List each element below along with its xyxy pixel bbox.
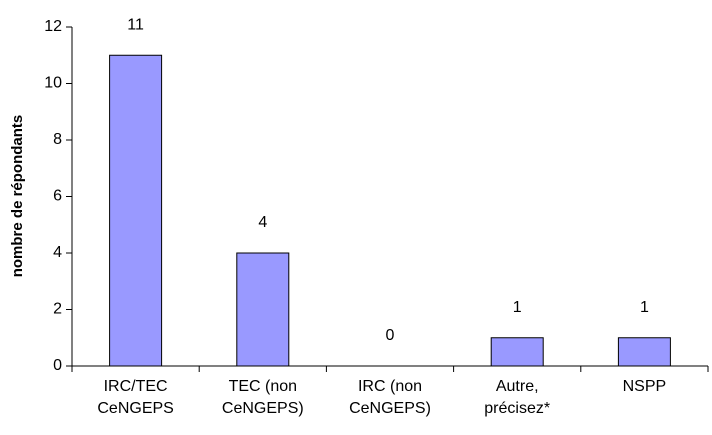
y-tick-label: 6 [53,188,62,205]
x-tick-label-line: Autre, [496,378,539,395]
y-tick-label: 2 [53,301,62,318]
x-tick-label-line: CeNGEPS) [222,400,304,417]
y-tick-label: 12 [44,18,62,35]
data-label: 1 [513,299,522,316]
x-tick-label-line: CeNGEPS [97,400,173,417]
bar [617,337,671,367]
y-axis-label: nombre de répondants [9,115,26,278]
bar [490,337,544,367]
x-tick-label-line: TEC (non [229,378,297,395]
y-tick-label: 10 [44,75,62,92]
x-tick-label-line: CeNGEPS) [349,400,431,417]
x-tick-label-line: NSPP [623,378,667,395]
x-tick-label: NSPP [623,378,667,395]
x-tick-label: Autre, précisez* [484,378,550,417]
x-tick-label: TEC (non CeNGEPS) [222,378,304,417]
data-label: 4 [258,214,267,231]
x-tick-label-line: précisez* [484,400,550,417]
x-tick-label: IRC (non CeNGEPS) [349,378,431,417]
x-tick-label: IRC/TEC CeNGEPS [97,378,173,417]
x-tick-label-line: IRC/TEC [104,378,168,395]
bar [109,54,163,367]
bar [236,252,290,367]
data-label: 1 [640,299,649,316]
data-label: 0 [386,327,395,344]
y-tick-label: 0 [53,357,62,374]
y-tick-label: 8 [53,131,62,148]
data-label: 11 [127,16,144,33]
y-tick-label: 4 [53,244,62,261]
x-tick-label-line: IRC (non [358,378,422,395]
